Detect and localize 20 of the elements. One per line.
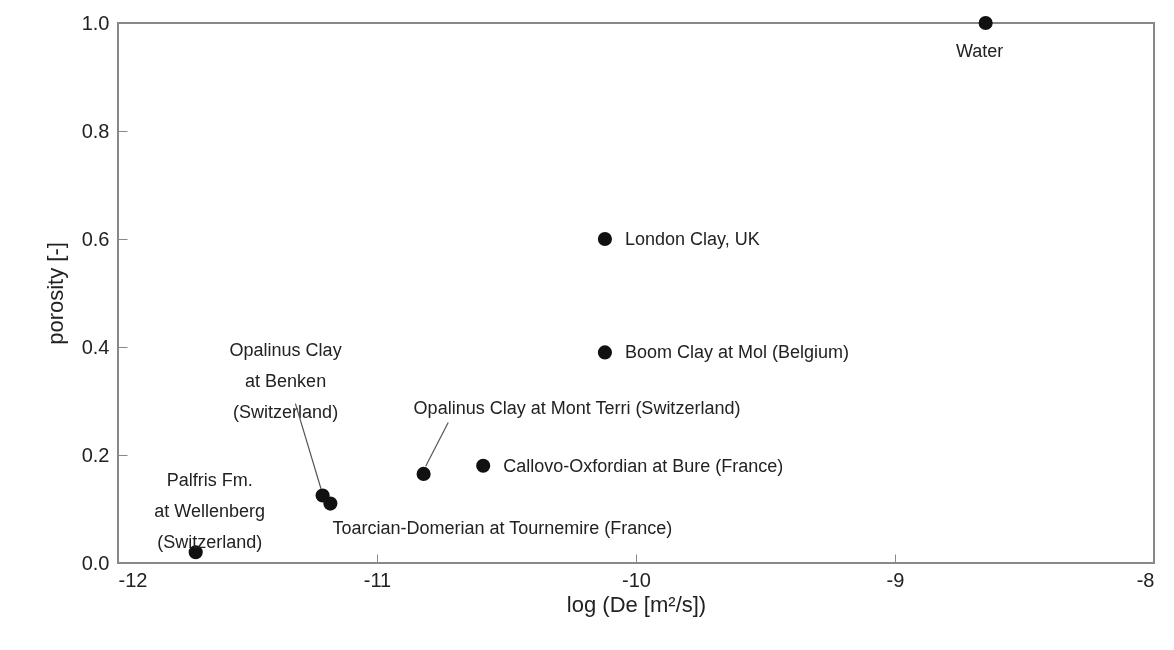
x-tick-label: -8 (1136, 568, 1155, 591)
x-tick-label: -10 (622, 568, 651, 591)
y-axis-title: porosity [-] (42, 242, 68, 345)
y-tick-label: 0.2 (81, 443, 110, 466)
annotation: Opalinus Clay at Benken (Switzerland) (229, 339, 342, 422)
x-tick-label: -9 (886, 568, 905, 591)
x-tick-label: -12 (118, 568, 148, 591)
y-tick-label: 0.0 (81, 551, 110, 574)
y-tick-label: 0.4 (81, 335, 110, 358)
annotation: Callovo-Oxfordian at Bure (France) (503, 455, 784, 476)
x-axis-title: log (De [m²/s]) (566, 591, 707, 617)
annotation: Boom Clay at Mol (Belgium) (624, 342, 849, 363)
annotation: Water (955, 41, 1004, 61)
annotation: Toarcian-Domerian at Tournemire (France) (332, 517, 673, 538)
y-tick-label: 0.6 (81, 227, 110, 250)
y-tick-label: 1.0 (81, 11, 110, 34)
x-tick-label: -11 (363, 568, 392, 591)
annotation: Opalinus Clay at Mont Terri (Switzerland) (413, 397, 741, 418)
y-tick-label: 0.8 (81, 119, 110, 142)
annotation: London Clay, UK (624, 229, 760, 249)
